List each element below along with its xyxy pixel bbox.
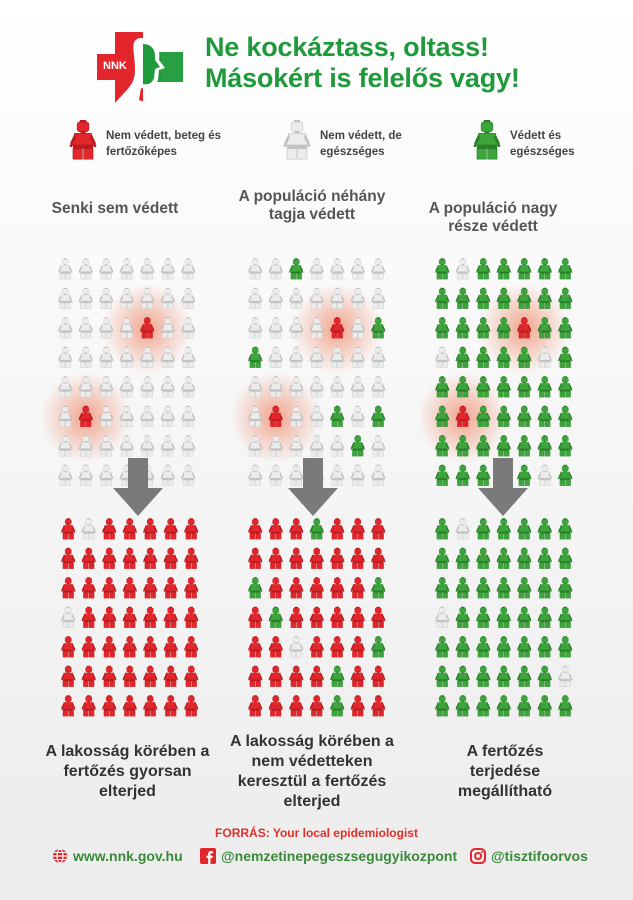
instagram-link[interactable]: @tisztifoorvos xyxy=(470,848,588,867)
facebook-text: @nemzetinepegeszsegugyikozpont xyxy=(221,848,458,865)
grid-before-2 xyxy=(230,255,389,491)
column-heading-3: A populáció nagy része védett xyxy=(428,200,558,235)
column-footer-1: A lakosság körében a fertőzés gyorsan el… xyxy=(45,743,210,800)
source-value: Your local epidemiologist xyxy=(272,826,418,840)
white-figure-icon xyxy=(280,118,314,166)
column-footer-2: A lakosság körében a nem védetteken kere… xyxy=(230,733,394,810)
legend-label: Védett és egészséges xyxy=(510,130,575,158)
column-heading-2: A populáció néhány tagja védett xyxy=(238,188,386,223)
source-line: FORRÁS: Your local epidemiologist xyxy=(0,826,633,840)
legend-label: Nem védett, de egészséges xyxy=(320,130,402,158)
grid-before-1 xyxy=(40,255,199,491)
legend-label: Nem védett, beteg és fertőzőképes xyxy=(106,130,222,158)
facebook-link[interactable]: @nemzetinepegeszsegugyikozpont xyxy=(200,848,457,867)
grid-after-1 xyxy=(58,515,202,722)
grid-after-2 xyxy=(245,515,389,722)
nnk-logo: NNK xyxy=(95,30,185,105)
green-figure-icon xyxy=(470,118,504,166)
globe-icon xyxy=(52,848,68,867)
instagram-icon xyxy=(470,848,486,867)
arrow-down-icon xyxy=(478,458,528,523)
instagram-text: @tisztifoorvos xyxy=(491,848,588,865)
contact-bar: www.nnk.gov.hu @nemzetinepegeszsegugyiko… xyxy=(0,848,633,870)
grid-after-3 xyxy=(432,515,576,722)
logo-text: NNK xyxy=(103,60,127,72)
title-line-1: Ne kockáztass, oltass! xyxy=(205,32,489,62)
red-figure-icon xyxy=(66,118,100,166)
website-text: www.nnk.gov.hu xyxy=(73,848,183,865)
grid-before-3 xyxy=(417,255,576,491)
source-label: FORRÁS: xyxy=(215,826,270,840)
facebook-icon xyxy=(200,848,216,867)
page-title: Ne kockáztass, oltass! Másokért is felel… xyxy=(205,32,520,94)
arrow-down-icon xyxy=(113,458,163,523)
column-footer-3: A fertőzés terjedése megállítható xyxy=(457,743,553,800)
column-heading-1: Senki sem védett xyxy=(51,200,179,217)
website-link[interactable]: www.nnk.gov.hu xyxy=(52,848,183,867)
title-line-2: Másokért is felelős vagy! xyxy=(205,63,520,93)
arrow-down-icon xyxy=(288,458,338,523)
